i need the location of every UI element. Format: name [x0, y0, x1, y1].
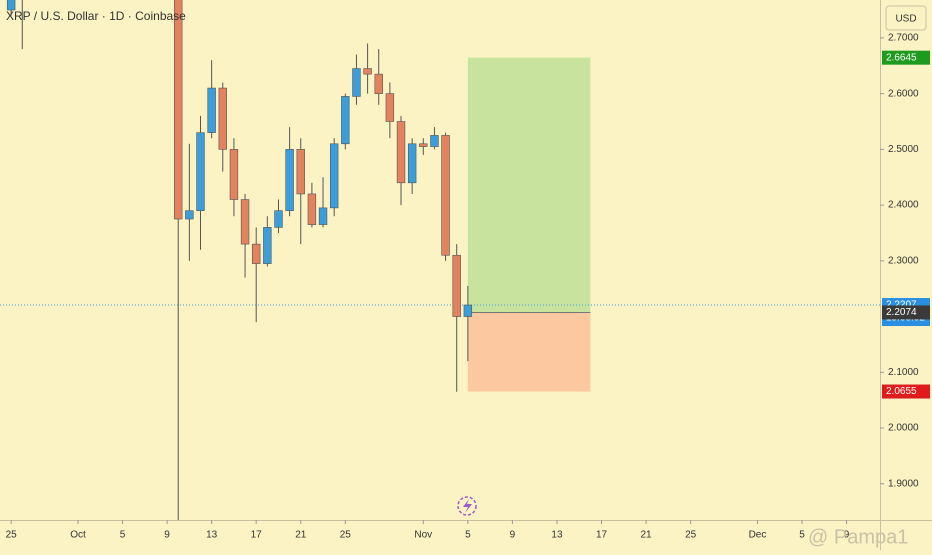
candle-body: [463, 304, 473, 317]
candle-body: [430, 135, 439, 147]
candle-body: [374, 73, 383, 94]
candle-body: [274, 210, 283, 228]
candle-body: [385, 93, 395, 122]
axes: 2.7000 2.6000 2.5000 2.4000 2.3000 2.1000 2.00…: [6, 33, 930, 541]
candle-body: [441, 135, 450, 256]
candle-body: [185, 210, 194, 220]
x-tick-label: 5: [465, 530, 471, 541]
currency-box: [885, 5, 927, 31]
stop-zone: [467, 312, 591, 392]
x-tick-label: 13: [206, 530, 218, 541]
candle-body: [240, 199, 250, 245]
chart-title: XRP / U.S. Dollar · 1D · Coinbase: [6, 9, 186, 23]
candle-body: [218, 87, 227, 150]
candle-body: [352, 68, 361, 97]
candle-body: [6, 0, 16, 11]
candle-body: [229, 149, 239, 200]
entry-tag: [882, 305, 930, 320]
plot-area: [0, 0, 880, 520]
x-tick-label: 25: [340, 530, 352, 541]
candle-body: [341, 96, 350, 145]
candle-body: [329, 143, 339, 209]
x-tick-label: Oct: [70, 530, 86, 541]
y-tick-label: 2.7000: [888, 33, 919, 44]
x-tick-label: 5: [120, 530, 126, 541]
x-tick-label: 21: [295, 530, 307, 541]
y-tick-label: 2.4000: [888, 200, 919, 211]
stop-label: 2.0655: [886, 386, 917, 397]
news-icon: [457, 496, 477, 516]
y-tick-label: 2.0000: [888, 423, 919, 434]
x-tick-label: 21: [641, 530, 653, 541]
candle-body: [407, 143, 417, 184]
y-tick-label: 2.5000: [888, 144, 919, 155]
x-tick-label: 9: [510, 530, 516, 541]
candle-body: [263, 227, 272, 264]
candle-body: [363, 68, 372, 75]
x-tick-label: 17: [596, 530, 608, 541]
y-tick-label: 2.3000: [888, 255, 919, 266]
last-price-label: 2.2207: [886, 300, 917, 311]
x-tick-label: 5: [799, 530, 805, 541]
y-tick-label: 2.1000: [888, 367, 919, 378]
candle-body: [419, 143, 428, 147]
entry-label: 2.2074: [886, 307, 917, 318]
candle-body: [318, 207, 328, 225]
x-tick-label: Nov: [414, 530, 432, 541]
x-tick-label: 25: [6, 530, 18, 541]
candle-body: [174, 0, 183, 220]
candle-body: [396, 121, 406, 184]
candle-body: [307, 193, 317, 225]
stop-tag: [882, 384, 930, 399]
y-tick-label: 2.6000: [888, 88, 919, 99]
target-zone: [467, 57, 591, 313]
candle-body: [285, 149, 294, 211]
candle-body: [196, 132, 205, 211]
target-tag: [882, 50, 930, 65]
candle-body: [296, 149, 305, 195]
x-tick-label: Dec: [749, 530, 767, 541]
currency: USD: [895, 14, 916, 25]
x-tick-label: 25: [685, 530, 697, 541]
watermark: @ Pampa1: [808, 526, 908, 548]
y-tick-label: 1.9000: [888, 478, 919, 489]
x-tick-label: 13: [551, 530, 563, 541]
target-label: 2.6645: [886, 52, 917, 63]
candle-body: [252, 243, 261, 264]
x-tick-label: 9: [844, 530, 850, 541]
x-tick-label: 17: [251, 530, 263, 541]
candle-body: [207, 87, 216, 133]
candle-body: [452, 254, 461, 317]
x-tick-label: 9: [164, 530, 170, 541]
